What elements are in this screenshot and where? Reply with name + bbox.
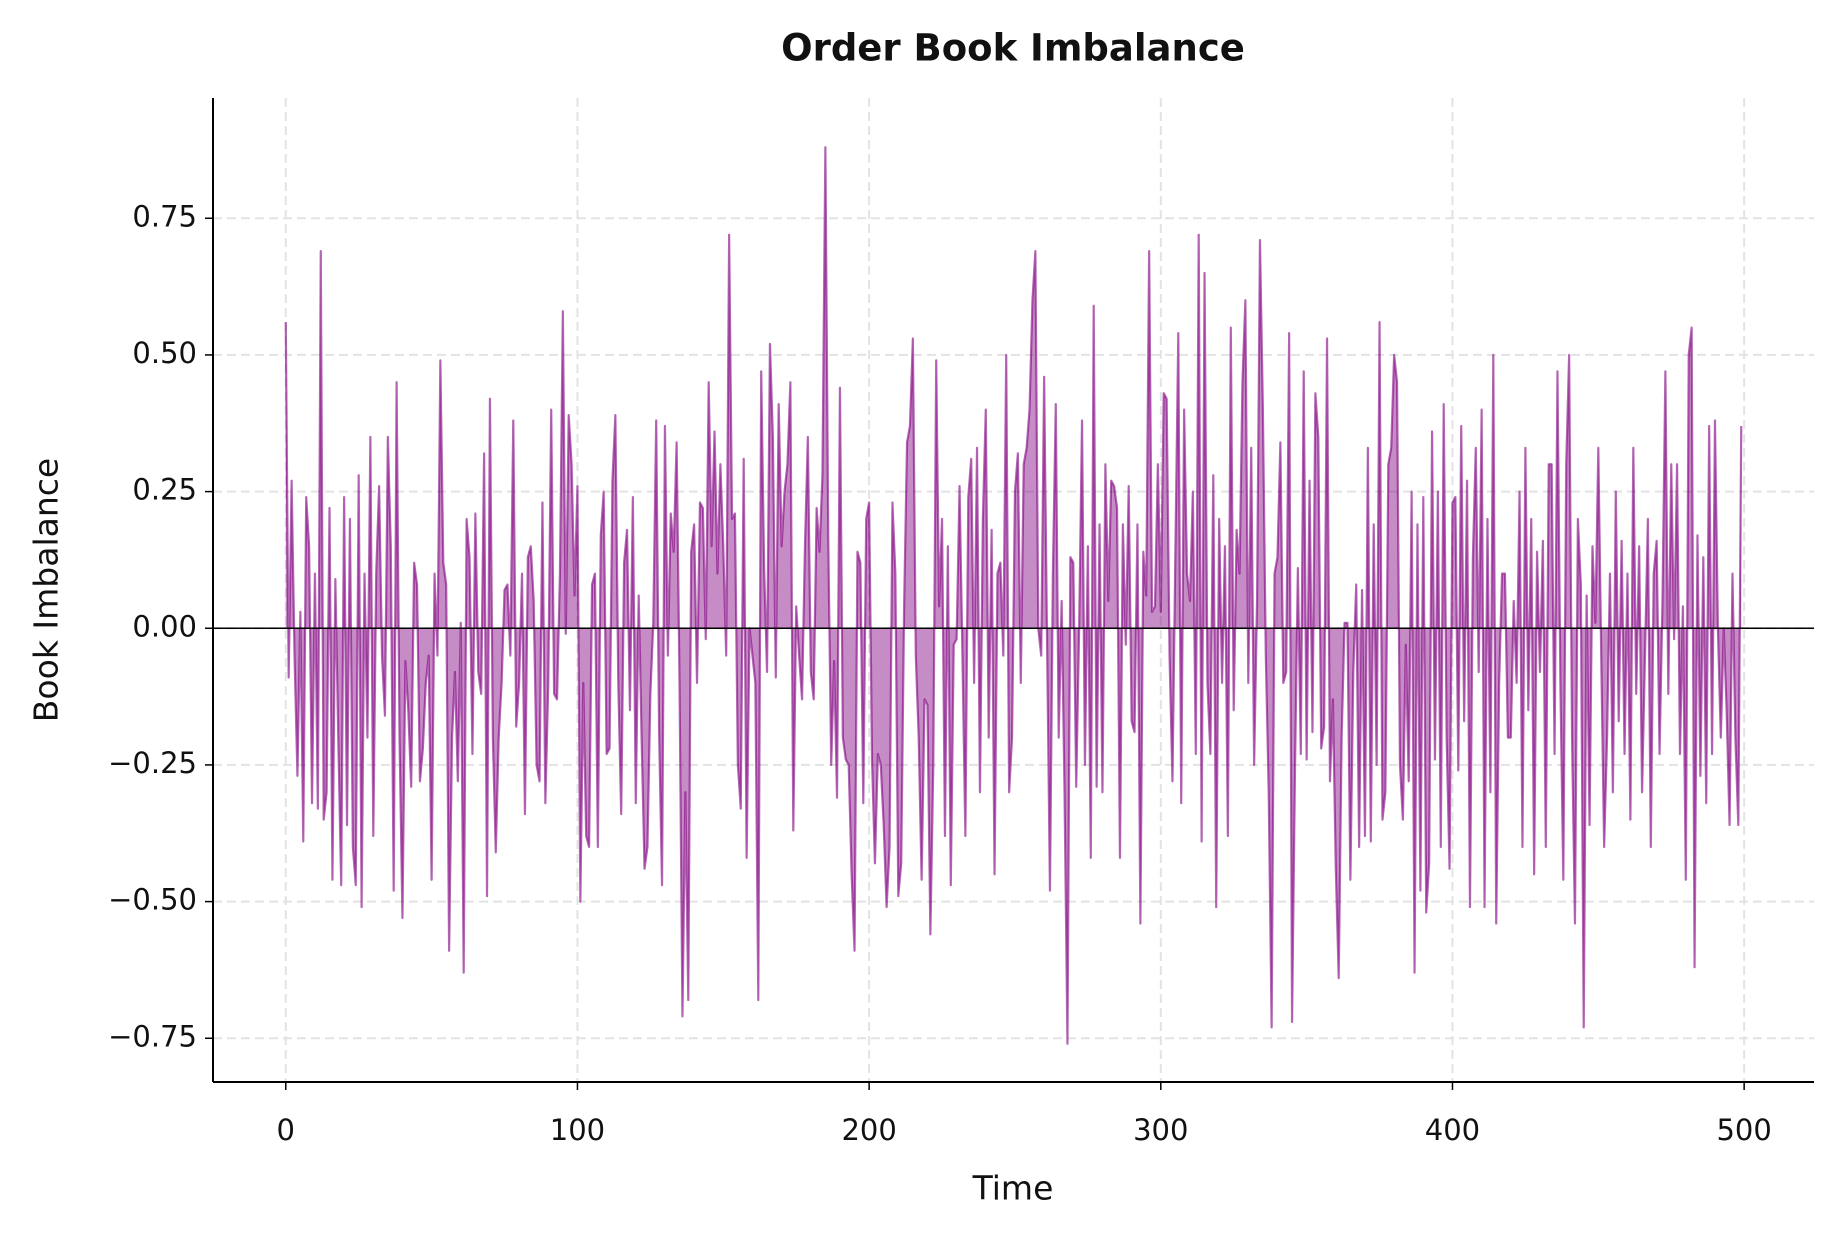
x-tick-label: 500 bbox=[1716, 1113, 1771, 1147]
line bbox=[284, 146, 1743, 1045]
x-tick-label: 0 bbox=[277, 1113, 295, 1147]
y-tick-label: −0.50 bbox=[108, 883, 197, 917]
x-tick-label: 100 bbox=[550, 1113, 605, 1147]
x-tick-label: 200 bbox=[841, 1113, 896, 1147]
x-tick-label: 300 bbox=[1133, 1113, 1188, 1147]
y-tick-label: 0.75 bbox=[132, 199, 197, 233]
area-fill bbox=[285, 147, 1742, 1044]
chart-title: Order Book Imbalance bbox=[781, 27, 1245, 70]
y-axis-label: Book Imbalance bbox=[27, 458, 66, 722]
x-tick-label: 400 bbox=[1425, 1113, 1480, 1147]
y-tick-label: 0.25 bbox=[132, 473, 197, 507]
y-tick-label: −0.25 bbox=[108, 746, 197, 780]
y-tick-label: 0.00 bbox=[132, 609, 197, 643]
x-axis-label: Time bbox=[972, 1169, 1054, 1208]
y-tick-label: 0.50 bbox=[132, 336, 197, 370]
y-tick-label: −0.75 bbox=[108, 1019, 197, 1053]
